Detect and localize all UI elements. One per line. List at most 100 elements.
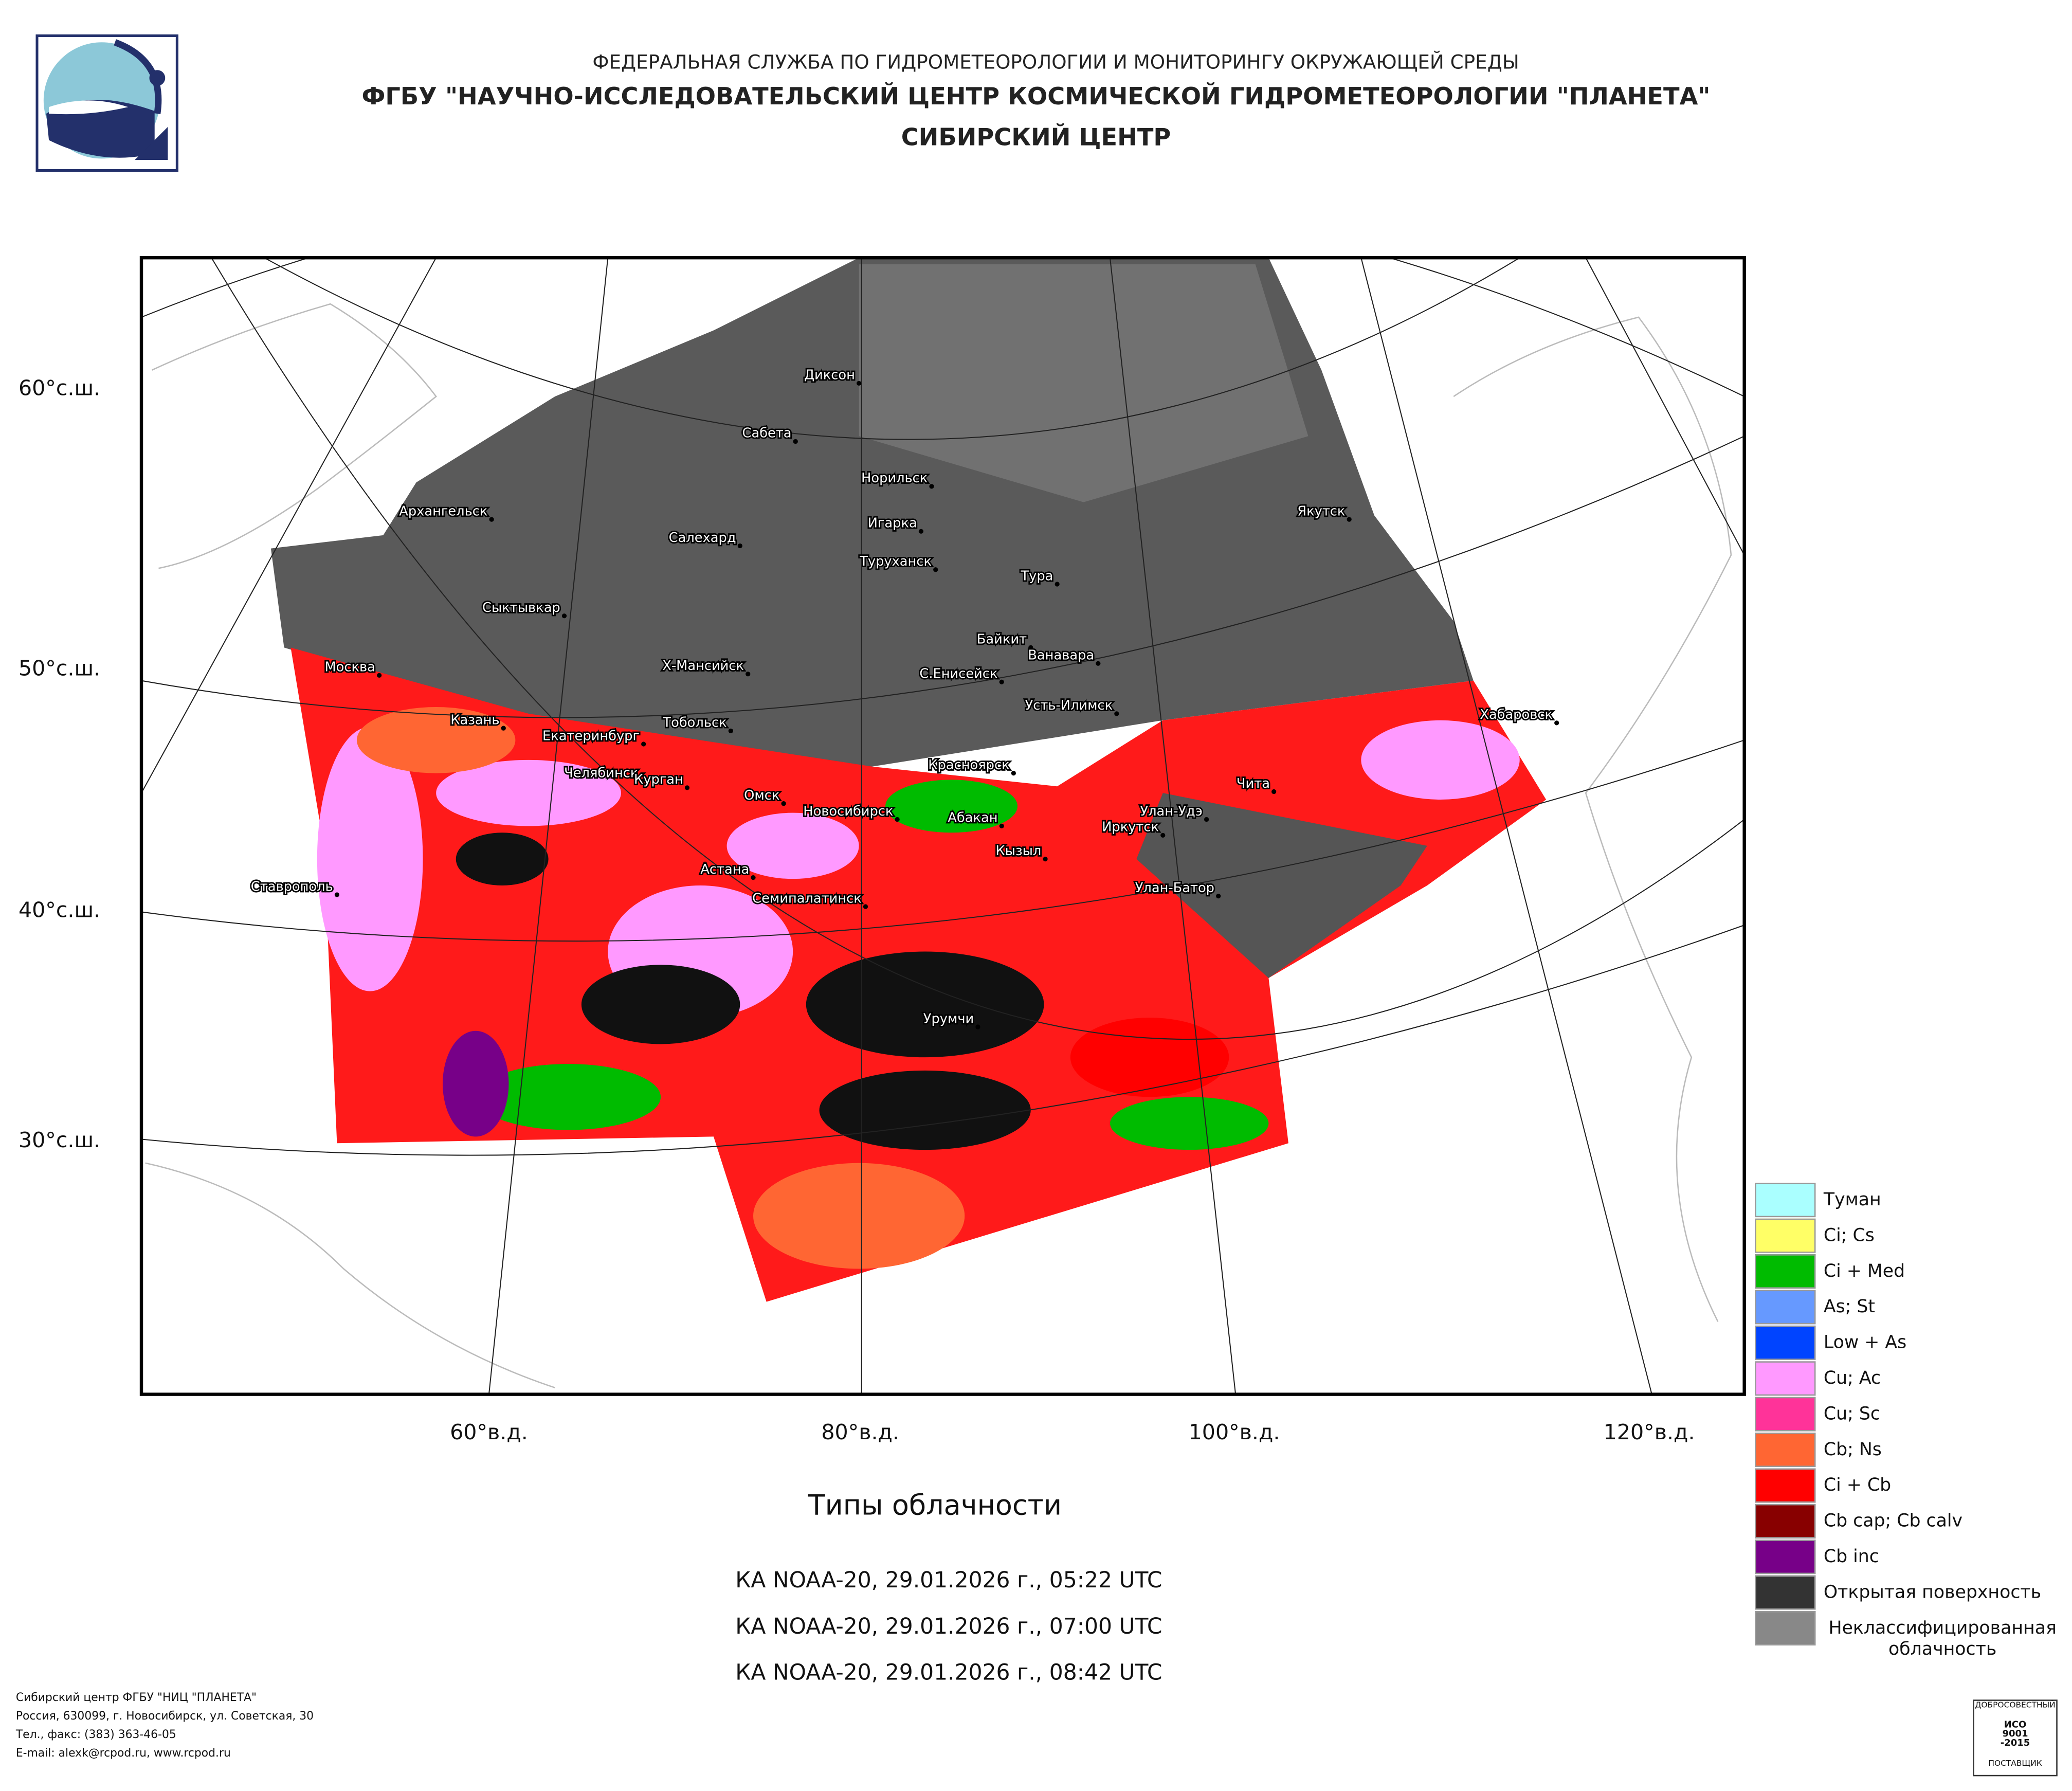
center: СИБИРСКИЙ ЦЕНТР bbox=[901, 124, 1171, 152]
legend-item: Cb cap; Cb calv bbox=[1755, 1504, 2061, 1539]
legend-item: Неклассифицированная облачность bbox=[1755, 1611, 2061, 1660]
city-dot bbox=[1114, 711, 1119, 716]
city-dot bbox=[737, 543, 742, 549]
city-dot bbox=[641, 741, 646, 747]
lat-label: 50°с.ш. bbox=[19, 656, 100, 680]
city-dot bbox=[781, 801, 786, 806]
city-label: Якутск bbox=[1297, 503, 1345, 519]
city-dot bbox=[999, 679, 1004, 684]
city-dot bbox=[975, 1024, 980, 1029]
legend-label: Cb inc bbox=[1823, 1546, 1879, 1568]
city-label: Х-Мансийск bbox=[662, 658, 744, 674]
legend-swatch bbox=[1755, 1183, 1816, 1218]
city-dot bbox=[1043, 857, 1048, 862]
legend-label: Ci; Cs bbox=[1823, 1225, 1875, 1246]
pass: КА NOAA-20, 29.01.2026 г., 05:22 UTC bbox=[735, 1567, 1162, 1593]
city-dot bbox=[377, 673, 382, 678]
cert-bottom: ПОСТАВЩИК bbox=[1988, 1759, 2042, 1768]
legend-swatch bbox=[1755, 1504, 1816, 1539]
city-dot bbox=[1216, 893, 1221, 899]
legend-item: Cu; Sc bbox=[1755, 1397, 2061, 1432]
city-dot bbox=[929, 484, 934, 489]
legend-swatch bbox=[1755, 1611, 1816, 1645]
city-label: Байкит bbox=[977, 632, 1027, 647]
map-content: Диксон Сабета Норильск Архангельск Игарка Сал… bbox=[141, 258, 1744, 1395]
legend-item: As; St bbox=[1755, 1290, 2061, 1325]
city-dot bbox=[918, 529, 924, 534]
city-dot bbox=[933, 567, 938, 572]
city-dot bbox=[857, 381, 862, 386]
legend-label: Открытая поверхность bbox=[1823, 1582, 2042, 1603]
legend-label: Неклассифицированная облачность bbox=[1828, 1617, 2057, 1660]
city-label: Салехард bbox=[669, 530, 736, 546]
city-label: Екатеринбург bbox=[542, 728, 640, 744]
legend-swatch bbox=[1755, 1254, 1816, 1289]
legend-swatch bbox=[1755, 1218, 1816, 1253]
legend-label: Cu; Sc bbox=[1823, 1403, 1880, 1425]
pass: КА NOAA-20, 29.01.2026 г., 08:42 UTC bbox=[735, 1660, 1162, 1686]
legend-item: Cb inc bbox=[1755, 1540, 2061, 1575]
lon-label: 100°в.д. bbox=[1189, 1420, 1280, 1444]
legend-item: Ci + Cb bbox=[1755, 1468, 2061, 1503]
city-dot bbox=[334, 892, 340, 897]
city-label: Диксон bbox=[804, 368, 855, 383]
city-dot bbox=[895, 817, 900, 822]
lon-label: 80°в.д. bbox=[821, 1420, 899, 1444]
legend-item: Cb; Ns bbox=[1755, 1433, 2061, 1467]
city-label: Астана bbox=[700, 862, 749, 877]
city-label: Кызыл bbox=[995, 843, 1041, 859]
cert-line: 9001 bbox=[2002, 1728, 2028, 1740]
city-label: Красноярск bbox=[928, 757, 1009, 773]
lat-label: 40°с.ш. bbox=[19, 898, 100, 922]
city-dot bbox=[1096, 661, 1101, 666]
city-label: Семипалатинск bbox=[752, 891, 862, 906]
city-dot bbox=[640, 779, 645, 784]
legend-label: Cb; Ns bbox=[1823, 1439, 1882, 1461]
city-dot bbox=[1028, 645, 1033, 650]
city-label: Игарка bbox=[868, 516, 917, 531]
legend-label: Ci + Med bbox=[1823, 1260, 1905, 1282]
city-label: Абакан bbox=[948, 810, 997, 826]
cities: Диксон Сабета Норильск Архангельск Игарка Сал… bbox=[249, 366, 1559, 1029]
city-label: Иркутск bbox=[1102, 820, 1159, 835]
legend-swatch bbox=[1755, 1361, 1816, 1396]
city-dot bbox=[501, 726, 506, 731]
lon-label: 120°в.д. bbox=[1604, 1420, 1695, 1444]
city-label: С.Енисейск bbox=[919, 666, 997, 682]
city-label: Норильск bbox=[861, 471, 928, 486]
city-label: Улан-Удэ bbox=[1140, 804, 1202, 819]
city-dot bbox=[1055, 582, 1060, 587]
map-title: Типы облачности bbox=[808, 1489, 1062, 1522]
legend-item: Low + As bbox=[1755, 1325, 2061, 1360]
footer-line: Сибирский центр ФГБУ "НИЦ "ПЛАНЕТА" bbox=[15, 1691, 257, 1705]
city-dot bbox=[1271, 789, 1277, 794]
cert-line: -2015 bbox=[2000, 1738, 2030, 1749]
city-label: Тура bbox=[1020, 568, 1053, 584]
city-dot bbox=[751, 875, 756, 880]
city-label: Архангельск bbox=[399, 503, 487, 519]
legend-swatch bbox=[1755, 1397, 1816, 1432]
cert-top: ДОБРОСОВЕСТНЫЙ bbox=[1975, 1700, 2056, 1710]
city-label: Усть-Илимск bbox=[1025, 698, 1113, 713]
legend-label: Cb cap; Cb calv bbox=[1823, 1510, 1963, 1532]
graticule bbox=[141, 258, 1744, 1395]
city-dot bbox=[561, 613, 567, 619]
city-label: Чита bbox=[1237, 776, 1270, 791]
city-label: Омск bbox=[744, 788, 779, 803]
city-dot bbox=[999, 823, 1004, 829]
legend-label: Ci + Cb bbox=[1823, 1475, 1892, 1496]
city-label: Челябинск bbox=[564, 765, 638, 781]
imagery-light bbox=[859, 264, 1308, 502]
legend-swatch bbox=[1755, 1540, 1816, 1575]
city-label: Казань bbox=[450, 712, 499, 728]
city-dot bbox=[728, 728, 733, 733]
city-label: Новосибирск bbox=[803, 804, 893, 819]
legend-label: Туман bbox=[1823, 1189, 1881, 1211]
legend-item: Cu; Ac bbox=[1755, 1361, 2061, 1396]
city-dot bbox=[793, 439, 798, 444]
cert-lines: ИСО 9001 -2015 bbox=[1974, 1720, 2056, 1749]
agency: ФЕДЕРАЛЬНАЯ СЛУЖБА ПО ГИДРОМЕТЕОРОЛОГИИ … bbox=[592, 52, 1519, 74]
imagery-dark bbox=[1136, 793, 1427, 978]
